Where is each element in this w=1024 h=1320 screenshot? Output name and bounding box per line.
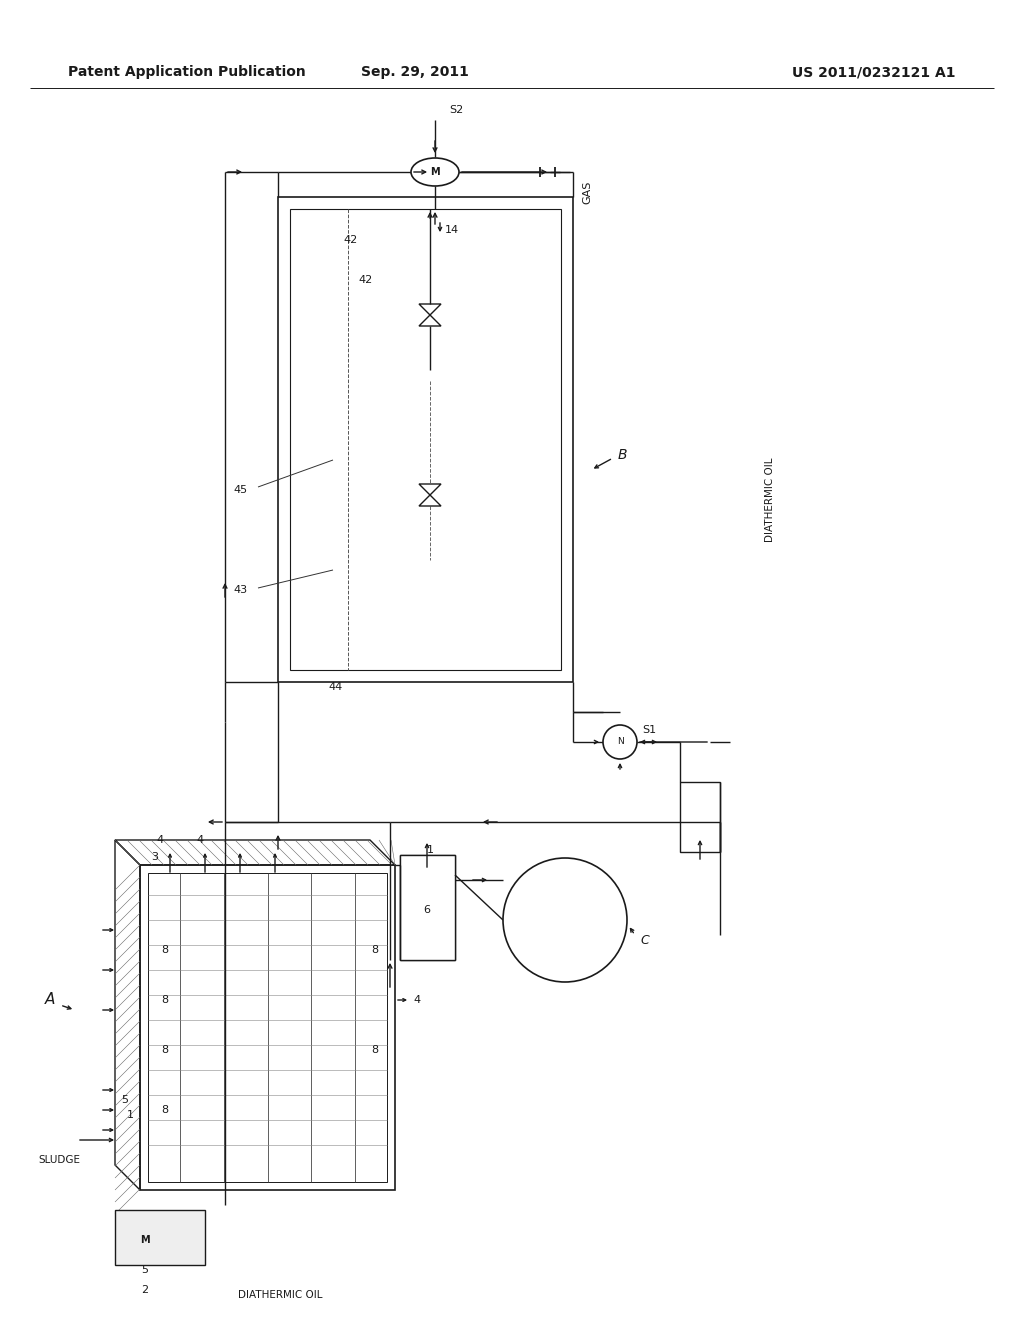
Text: N: N: [616, 738, 624, 747]
Text: 8: 8: [162, 995, 169, 1005]
Text: C: C: [640, 933, 649, 946]
Bar: [115, 1210, 205, 1265]
Text: 45: 45: [233, 484, 248, 495]
Text: 5: 5: [122, 1096, 128, 1105]
Bar: [140, 865, 395, 1191]
Text: 44: 44: [328, 682, 342, 692]
Ellipse shape: [411, 158, 459, 186]
Text: GAS: GAS: [582, 181, 592, 203]
Text: 5: 5: [141, 1265, 148, 1275]
Text: Patent Application Publication: Patent Application Publication: [68, 65, 306, 79]
Text: Sep. 29, 2011: Sep. 29, 2011: [361, 65, 469, 79]
Text: S2: S2: [449, 106, 463, 115]
Circle shape: [603, 725, 637, 759]
Text: DIATHERMIC OIL: DIATHERMIC OIL: [238, 1290, 323, 1300]
Bar: [680, 781, 720, 851]
Text: M: M: [430, 168, 440, 177]
Bar: [278, 197, 573, 682]
Text: B: B: [618, 447, 628, 462]
Text: S1: S1: [642, 725, 656, 735]
Text: US 2011/0232121 A1: US 2011/0232121 A1: [793, 65, 956, 79]
Text: 8: 8: [372, 1045, 379, 1055]
Text: 8: 8: [162, 1105, 169, 1115]
Bar: [148, 873, 387, 1181]
Text: 42: 42: [358, 275, 373, 285]
Bar: [400, 855, 455, 960]
Text: 4: 4: [157, 836, 164, 845]
Text: 2: 2: [141, 1284, 148, 1295]
Text: 1: 1: [127, 1110, 134, 1119]
Text: 4: 4: [197, 836, 204, 845]
Text: 14: 14: [445, 224, 459, 235]
Text: 43: 43: [233, 585, 248, 595]
Bar: [400, 855, 455, 960]
Text: 8: 8: [162, 1045, 169, 1055]
Text: 6: 6: [424, 906, 430, 915]
Text: 4: 4: [413, 995, 420, 1005]
Bar: [290, 209, 561, 671]
Text: 3: 3: [152, 851, 159, 862]
Text: 1: 1: [427, 845, 434, 855]
Text: SLUDGE: SLUDGE: [38, 1155, 80, 1166]
Text: DIATHERMIC OIL: DIATHERMIC OIL: [765, 458, 775, 543]
Text: 8: 8: [162, 945, 169, 954]
Text: 8: 8: [372, 945, 379, 954]
Text: M: M: [140, 1236, 150, 1245]
Text: A: A: [45, 993, 55, 1007]
Text: 42: 42: [343, 235, 357, 246]
Circle shape: [503, 858, 627, 982]
